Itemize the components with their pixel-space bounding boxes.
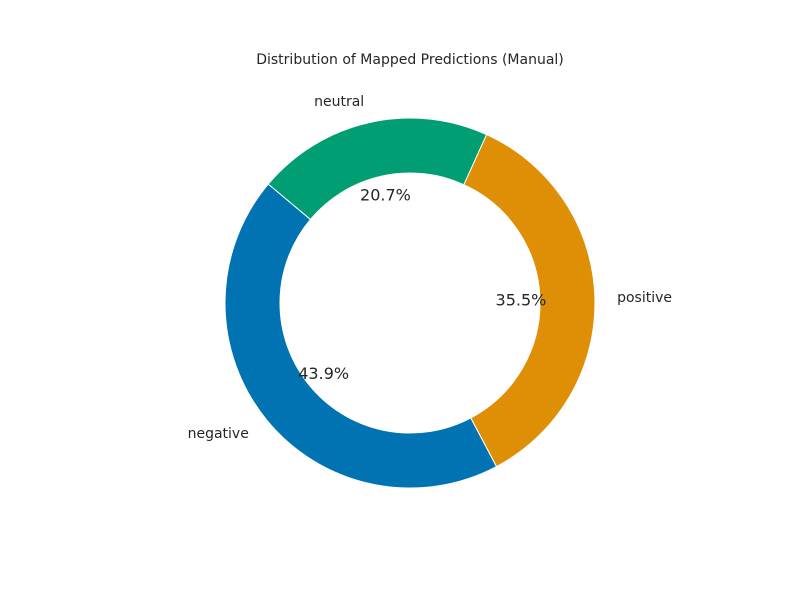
slice-positive [463,133,596,468]
slices-group [224,117,596,489]
pct-label-negative: 43.9% [298,364,349,383]
slice-negative [224,183,498,489]
slice-label-positive: positive [617,290,672,306]
slice-neutral [267,117,488,221]
slice-label-negative: negative [188,426,249,442]
labels-group: negative 43.9% positive 35.5% neutral 20.7% [188,94,672,442]
pct-label-neutral: 20.7% [360,186,411,205]
pct-label-positive: 35.5% [496,291,547,310]
chart-title: Distribution of Mapped Predictions (Manu… [256,52,564,68]
slice-label-neutral: neutral [314,94,364,110]
